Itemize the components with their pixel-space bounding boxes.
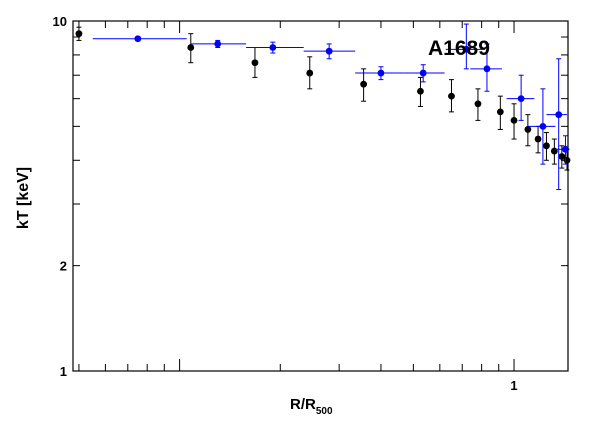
data-point [496, 108, 504, 116]
series-blue [92, 23, 569, 191]
series-black [75, 26, 571, 171]
x-axis-label-subscript: 500 [316, 406, 333, 417]
data-point [306, 69, 314, 77]
data-point [534, 135, 542, 143]
data-point [134, 35, 142, 43]
data-series [75, 23, 571, 191]
y-tick-label: 2 [60, 259, 67, 274]
data-point [517, 95, 525, 103]
data-point [419, 69, 427, 77]
data-point [75, 30, 83, 38]
data-point [524, 126, 532, 133]
data-point [550, 147, 558, 155]
axis-ticks [73, 20, 568, 372]
data-point [510, 116, 518, 124]
data-point [558, 153, 566, 160]
data-point [539, 122, 547, 130]
data-point [563, 156, 571, 164]
y-tick-label: 10 [53, 14, 67, 29]
x-axis-label: R/R500 [290, 396, 333, 417]
data-point [269, 44, 277, 51]
data-point [462, 45, 470, 53]
data-point [251, 59, 259, 67]
data-point [187, 44, 195, 51]
data-point [555, 111, 563, 119]
chart-title: A1689 [428, 37, 490, 60]
data-point [448, 92, 455, 100]
y-axis-label: kT [keV] [15, 167, 32, 229]
x-axis-label-main: R/R [290, 396, 316, 413]
data-point [377, 69, 385, 77]
data-point [417, 87, 424, 95]
data-point [474, 100, 482, 108]
plot-frame [72, 20, 569, 372]
x-tick-label: 1 [510, 378, 517, 393]
data-point [483, 65, 491, 73]
data-point [214, 40, 222, 48]
data-point [325, 47, 333, 55]
axis-tick-labels: 10 2 1 1 [53, 14, 518, 393]
data-point [360, 80, 368, 88]
y-tick-label: 1 [60, 364, 67, 379]
data-point [543, 142, 550, 150]
data-point [562, 145, 569, 153]
